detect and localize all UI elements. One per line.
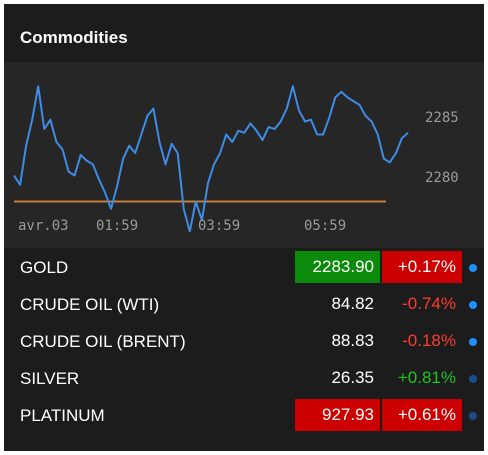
y-tick-label: 2285: [425, 110, 459, 126]
commodity-row-crude-oil-wti[interactable]: CRUDE OIL (WTI) 84.82 -0.74%: [4, 286, 484, 323]
commodity-price: 2283.90: [295, 251, 380, 283]
widget-title: Commodities: [20, 28, 128, 47]
commodity-change: +0.81%: [397, 368, 456, 387]
widget-header: Commodities: [4, 4, 484, 62]
y-tick-label: 2280: [425, 170, 459, 186]
commodity-name: CRUDE OIL (WTI): [20, 295, 160, 314]
commodity-row-gold[interactable]: GOLD 2283.90 +0.17%: [4, 249, 484, 286]
commodity-name: SILVER: [20, 369, 80, 388]
series-line: [13, 85, 409, 233]
commodity-list: GOLD 2283.90 +0.17% CRUDE OIL (WTI) 84.8…: [4, 249, 484, 434]
commodity-change: +0.61%: [382, 399, 462, 431]
status-dot: [469, 264, 477, 272]
x-tick-label: 01:59: [96, 218, 138, 234]
commodity-price: 26.35: [331, 368, 374, 387]
commodity-change: +0.17%: [382, 251, 462, 283]
status-dot: [469, 301, 477, 309]
x-tick-label: 03:59: [198, 218, 240, 234]
commodity-row-platinum[interactable]: PLATINUM 927.93 +0.61%: [4, 397, 484, 434]
commodity-price: 84.82: [331, 294, 374, 313]
commodity-price: 88.83: [331, 331, 374, 350]
price-chart-svg: 2285 2280 avr.03 01:59 03:59 05:59: [13, 85, 459, 234]
commodity-name: GOLD: [20, 258, 69, 277]
commodity-row-crude-oil-brent[interactable]: CRUDE OIL (BRENT) 88.83 -0.18%: [4, 323, 484, 360]
x-tick-label: avr.03: [18, 218, 69, 234]
commodity-change: -0.18%: [402, 331, 456, 350]
status-dot: [469, 412, 477, 420]
commodity-row-silver[interactable]: SILVER 26.35 +0.81%: [4, 360, 484, 397]
status-dot: [469, 338, 477, 346]
x-tick-label: 05:59: [304, 218, 346, 234]
commodity-price: 927.93: [295, 399, 380, 431]
status-dot: [469, 375, 477, 383]
price-chart[interactable]: 2285 2280 avr.03 01:59 03:59 05:59: [4, 62, 484, 248]
commodity-name: CRUDE OIL (BRENT): [20, 332, 186, 351]
commodity-name: PLATINUM: [20, 406, 105, 425]
commodities-widget: Commodities 2285 2280 avr.03 01:59 03:59…: [4, 4, 484, 451]
commodity-change: -0.74%: [402, 294, 456, 313]
